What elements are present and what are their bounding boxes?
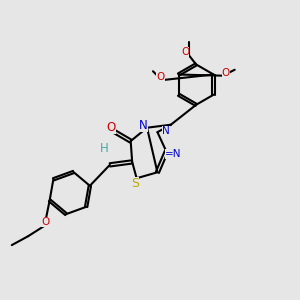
Text: H: H (100, 142, 108, 155)
Text: S: S (131, 177, 139, 190)
Text: N: N (139, 119, 148, 132)
Text: O: O (181, 47, 189, 57)
Text: N: N (162, 126, 169, 136)
Text: O: O (222, 68, 230, 78)
Text: O: O (41, 217, 49, 227)
Text: O: O (156, 72, 164, 82)
Text: O: O (107, 121, 116, 134)
Text: =N: =N (165, 149, 181, 160)
